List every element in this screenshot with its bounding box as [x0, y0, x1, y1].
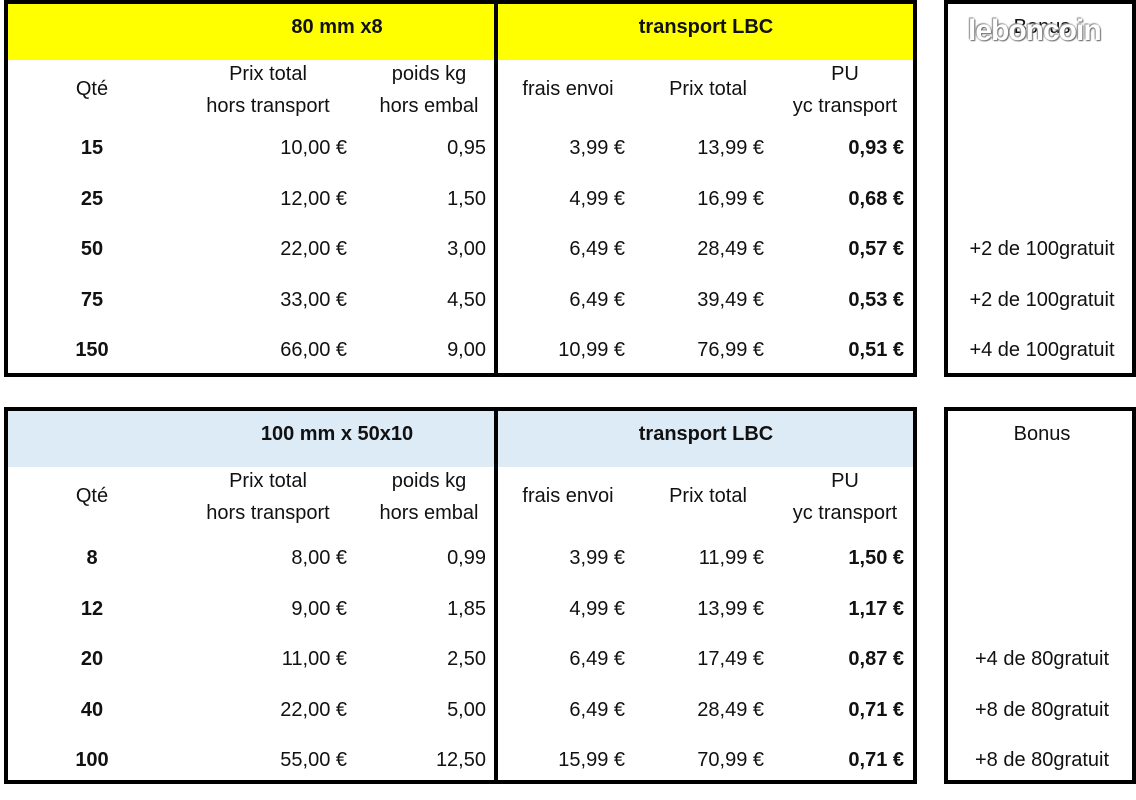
- row-prix-ht: 22,00 €: [280, 238, 347, 260]
- row-frais: 3,99 €: [569, 137, 625, 159]
- row-total: 28,49 €: [697, 699, 764, 721]
- row-bonus: +2 de 100gratuit: [969, 289, 1115, 311]
- col-frais-envoi: frais envoi: [522, 78, 614, 100]
- row-qte: 8: [86, 547, 98, 569]
- row-prix-ht: 11,00 €: [281, 648, 347, 670]
- row-poids: 0,99: [447, 547, 486, 569]
- row-poids: 2,50: [447, 648, 486, 670]
- row-poids: 0,95: [447, 137, 486, 159]
- row-pu: 0,87 €: [848, 648, 904, 670]
- row-total: 16,99 €: [697, 188, 764, 210]
- row-total: 70,99 €: [697, 749, 764, 771]
- col-pu-line2: yc transport: [792, 95, 898, 117]
- row-qte: 20: [80, 648, 104, 670]
- col-qte: Qté: [75, 485, 109, 507]
- row-poids: 4,50: [447, 289, 486, 311]
- row-total: 13,99 €: [697, 137, 764, 159]
- row-frais: 3,99 €: [569, 547, 625, 569]
- row-bonus: +8 de 80gratuit: [975, 749, 1109, 771]
- column-separator: [494, 0, 498, 377]
- row-pu: 0,93 €: [848, 137, 904, 159]
- row-bonus: +4 de 80gratuit: [975, 648, 1109, 670]
- row-poids: 3,00: [447, 238, 486, 260]
- row-total: 76,99 €: [697, 339, 764, 361]
- row-prix-ht: 8,00 €: [291, 547, 347, 569]
- row-pu: 0,51 €: [848, 339, 904, 361]
- row-prix-ht: 9,00 €: [291, 598, 347, 620]
- row-poids: 1,85: [447, 598, 486, 620]
- row-total: 39,49 €: [697, 289, 764, 311]
- row-qte: 50: [80, 238, 104, 260]
- row-frais: 6,49 €: [569, 238, 625, 260]
- row-pu: 1,17 €: [848, 598, 904, 620]
- row-qte: 40: [80, 699, 104, 721]
- product-title: 80 mm x8: [291, 16, 383, 38]
- col-prix-total: Prix total: [669, 485, 747, 507]
- row-total: 28,49 €: [697, 238, 764, 260]
- row-frais: 4,99 €: [569, 598, 625, 620]
- row-pu: 0,53 €: [848, 289, 904, 311]
- row-pu: 0,57 €: [848, 238, 904, 260]
- col-pu-line1: PU: [831, 470, 859, 492]
- row-frais: 6,49 €: [569, 648, 625, 670]
- row-pu: 0,68 €: [848, 188, 904, 210]
- bonus-table-frame: [944, 407, 1136, 784]
- row-frais: 6,49 €: [569, 289, 625, 311]
- row-qte: 150: [75, 339, 109, 361]
- main-table-frame: [4, 0, 917, 377]
- row-frais: 4,99 €: [569, 188, 625, 210]
- header-band: [8, 411, 913, 467]
- row-prix-ht: 10,00 €: [280, 137, 347, 159]
- col-poids-line1: poids kg: [391, 63, 467, 85]
- row-total: 11,99 €: [698, 547, 764, 569]
- header-band: [8, 4, 913, 60]
- col-prix-ht-line2: hors transport: [206, 95, 330, 117]
- row-prix-ht: 33,00 €: [280, 289, 347, 311]
- row-total: 13,99 €: [697, 598, 764, 620]
- row-qte: 100: [75, 749, 109, 771]
- row-prix-ht: 66,00 €: [280, 339, 347, 361]
- row-qte: 75: [80, 289, 104, 311]
- col-poids-line2: hors embal: [379, 502, 479, 524]
- row-pu: 1,50 €: [848, 547, 904, 569]
- col-prix-ht-line2: hors transport: [206, 502, 330, 524]
- row-bonus: +2 de 100gratuit: [969, 238, 1115, 260]
- row-frais: 6,49 €: [569, 699, 625, 721]
- bonus-header: Bonus: [1013, 16, 1071, 38]
- row-qte: 25: [80, 188, 104, 210]
- col-prix-total: Prix total: [669, 78, 747, 100]
- bonus-table-frame: [944, 0, 1136, 377]
- row-qte: 12: [80, 598, 104, 620]
- transport-title: transport LBC: [638, 16, 774, 38]
- column-separator: [494, 407, 498, 784]
- col-qte: Qté: [75, 78, 109, 100]
- col-frais-envoi: frais envoi: [522, 485, 614, 507]
- row-frais: 10,99 €: [558, 339, 625, 361]
- row-qte: 15: [80, 137, 104, 159]
- row-poids: 5,00: [447, 699, 486, 721]
- row-poids: 1,50: [447, 188, 486, 210]
- row-prix-ht: 12,00 €: [280, 188, 347, 210]
- transport-title: transport LBC: [638, 423, 774, 445]
- col-prix-ht-line1: Prix total: [229, 63, 307, 85]
- row-pu: 0,71 €: [848, 749, 904, 771]
- col-pu-line1: PU: [831, 63, 859, 85]
- row-prix-ht: 55,00 €: [280, 749, 347, 771]
- row-prix-ht: 22,00 €: [280, 699, 347, 721]
- row-pu: 0,71 €: [848, 699, 904, 721]
- row-frais: 15,99 €: [558, 749, 625, 771]
- bonus-header: Bonus: [1013, 423, 1071, 445]
- row-bonus: +4 de 100gratuit: [969, 339, 1115, 361]
- col-poids-line2: hors embal: [379, 95, 479, 117]
- row-bonus: +8 de 80gratuit: [975, 699, 1109, 721]
- main-table-frame: [4, 407, 917, 784]
- col-pu-line2: yc transport: [792, 502, 898, 524]
- leboncoin-watermark: leboncoin: [968, 14, 1102, 47]
- product-title: 100 mm x 50x10: [260, 423, 414, 445]
- col-prix-ht-line1: Prix total: [229, 470, 307, 492]
- row-poids: 9,00: [447, 339, 486, 361]
- col-poids-line1: poids kg: [391, 470, 467, 492]
- row-poids: 12,50: [435, 749, 486, 771]
- row-total: 17,49 €: [697, 648, 764, 670]
